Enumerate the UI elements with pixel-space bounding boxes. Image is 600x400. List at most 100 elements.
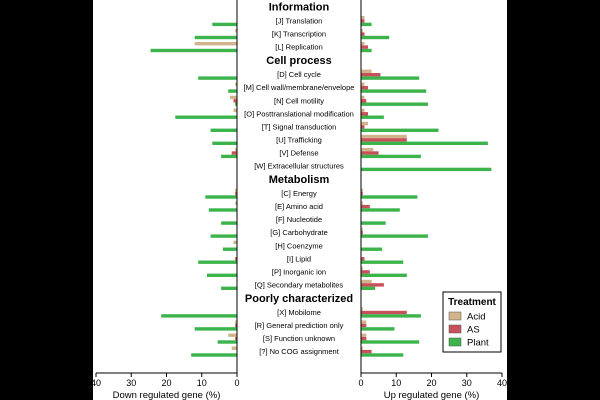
down-bar [229,95,237,100]
up-bar [361,32,365,36]
down-bar [231,151,237,155]
category-label: [Q] Secondary metabolites [255,280,344,289]
x-tick-label: 0 [234,378,239,388]
x-tick-label: 40 [497,378,507,388]
down-bar [212,141,237,145]
up-bar [361,221,386,225]
down-bar [221,221,237,225]
category-label: [D] Cell cycle [277,70,321,79]
x-axis-label: Up regulated gene (%) [384,390,480,400]
up-bar [361,151,379,155]
down-bar [235,102,237,106]
figure-panel [93,0,507,400]
up-bar [361,22,372,27]
up-bar [361,247,383,251]
group-title: Poorly characterized [245,293,353,305]
down-bar [191,353,237,357]
x-tick-label: 20 [426,378,436,388]
up-bar [361,273,407,277]
up-bar [361,283,384,287]
category-label: [O] Posttranslational modification [244,109,354,118]
down-bar [235,323,237,328]
legend-title: Treatment [448,297,496,308]
up-bar [361,314,421,318]
up-bar [361,95,365,100]
up-bar [361,138,407,142]
up-bar [361,286,376,290]
up-bar [361,346,363,350]
up-bar [361,108,365,113]
group-title: Information [269,2,330,14]
up-bar [361,19,365,23]
up-bar [361,89,427,93]
category-label: [X] Mobilome [277,308,321,317]
up-bar [361,86,368,90]
up-bar [361,121,368,126]
down-bar [194,42,237,46]
up-bar [361,115,384,119]
up-bar [361,141,488,145]
up-bar [361,227,363,231]
down-bar [194,35,237,40]
up-bar [361,307,363,311]
category-label: [E] Amino acid [275,202,323,211]
group-title: Cell process [266,55,331,67]
up-bar [361,349,372,354]
down-bar [161,314,237,318]
up-bar [361,147,374,152]
up-bar [361,15,365,20]
down-bar [235,257,237,261]
x-tick-label: 30 [462,378,472,388]
category-label: [L] Replication [275,43,323,52]
up-bar [361,29,363,33]
down-bar [235,188,237,192]
up-bar [361,279,372,284]
down-bar [231,346,237,350]
legend-entry: Plant [467,338,489,349]
up-bar [361,234,428,238]
up-bar [361,42,365,46]
down-bar [233,99,237,103]
down-bar [221,154,237,159]
up-bar [361,102,428,106]
x-tick-label: 20 [161,378,171,388]
legend-entry: Acid [467,312,485,323]
group-title: Metabolism [269,174,330,186]
down-bar [235,191,237,196]
down-bar [235,147,237,152]
down-bar [235,320,237,324]
category-label: [R] General prediction only [255,321,344,330]
down-bar [235,201,237,205]
down-bar [233,240,237,245]
category-label: [?] No COG assignment [259,347,340,356]
up-bar [361,82,365,86]
down-bar [194,327,237,331]
down-bar [208,208,237,212]
down-bar [210,234,237,238]
legend-swatch [448,311,462,321]
up-bar [361,201,363,205]
category-label: [W] Extracellular structures [254,162,344,171]
down-bar [228,333,237,337]
up-bar [361,99,367,103]
x-tick-label: 0 [358,378,363,388]
down-bar [205,195,237,199]
category-label: [M] Cell wall/membrane/envelope [244,83,355,92]
up-bar [361,45,368,49]
up-bar [361,310,407,315]
category-label: [U] Trafficking [276,135,322,144]
down-bar [221,286,237,290]
up-bar [361,336,367,341]
x-tick-label: 30 [126,378,136,388]
up-bar [361,154,421,159]
up-bar [361,125,365,129]
category-label: [T] Signal transduction [262,122,337,131]
up-bar [361,188,363,192]
up-bar [361,208,400,212]
up-bar [361,112,368,116]
x-axis-label: Down regulated gene (%) [113,390,221,400]
down-bar [198,260,237,264]
down-bar [150,48,237,53]
x-tick-label: 10 [391,378,401,388]
